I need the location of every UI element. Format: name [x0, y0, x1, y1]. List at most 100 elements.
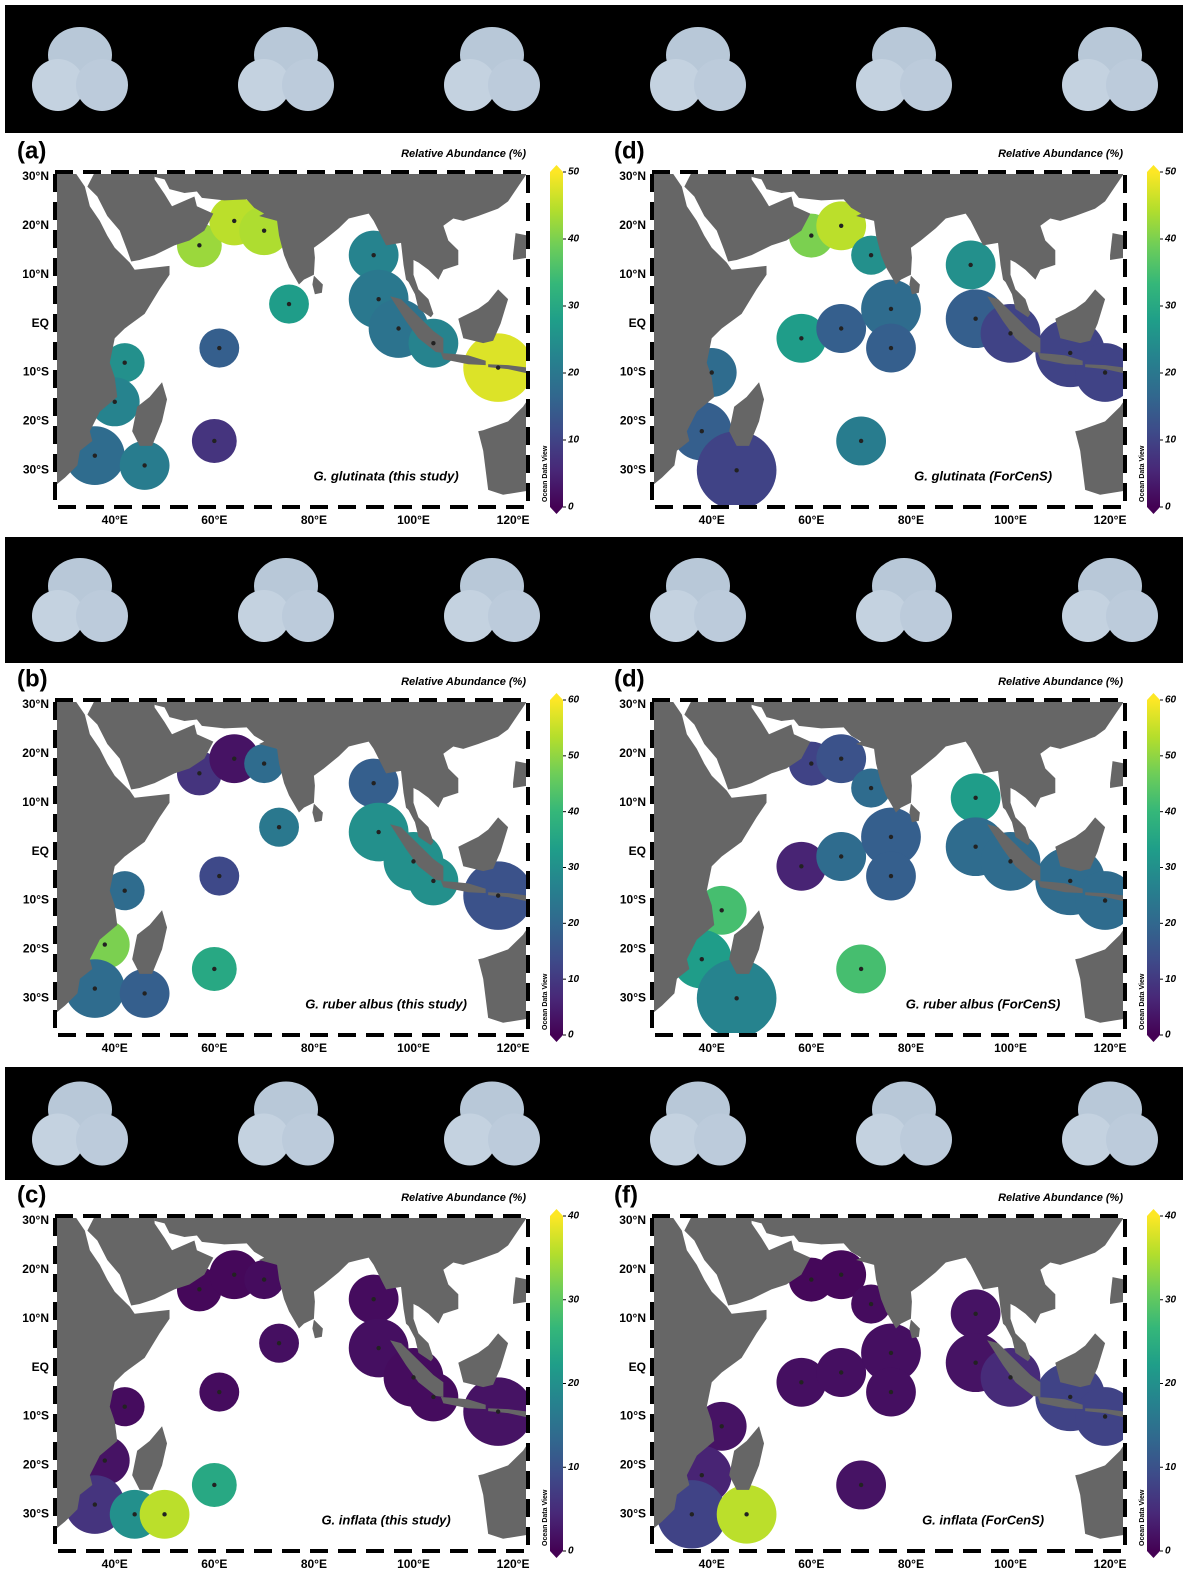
colorbar-tick-label: 20	[1164, 918, 1177, 929]
legend-title: Relative Abundance (%)	[998, 676, 1123, 688]
lon-label: 60°E	[201, 513, 227, 527]
species-label: G. inflata (ForCenS)	[922, 1512, 1044, 1527]
colorbar-tick-label: 0	[1165, 1030, 1171, 1041]
lat-label: 10°S	[23, 1409, 49, 1423]
station	[411, 1375, 415, 1379]
station	[93, 453, 97, 457]
station	[839, 1272, 843, 1276]
foram-shell	[282, 59, 334, 111]
colorbar-tick-label: 30	[568, 1294, 580, 1305]
colorbar-cap	[550, 507, 563, 514]
foram-shell	[488, 590, 540, 642]
lon-label: 40°E	[699, 1041, 725, 1055]
colorbar-tick-label: 30	[1165, 862, 1177, 873]
land	[1110, 233, 1125, 260]
station	[839, 854, 843, 858]
foram-shell	[694, 590, 746, 642]
colorbar	[550, 1216, 563, 1551]
lon-label: 80°E	[898, 1041, 924, 1055]
panel-label: (c)	[17, 1181, 46, 1208]
colorbar-cap	[1147, 165, 1160, 172]
lat-label: 10°N	[22, 267, 49, 281]
lon-label: 40°E	[699, 513, 725, 527]
lon-label: 40°E	[102, 1041, 128, 1055]
station	[197, 243, 201, 247]
station	[799, 864, 803, 868]
station	[1008, 859, 1012, 863]
photo-strip	[5, 5, 1183, 133]
lat-label: 10°N	[22, 1311, 49, 1325]
lon-label: 40°E	[699, 1557, 725, 1570]
station	[700, 957, 704, 961]
foram-shell	[282, 1114, 334, 1166]
lon-label: 120°E	[497, 1557, 530, 1570]
colorbar	[1147, 700, 1160, 1035]
legend-title: Relative Abundance (%)	[998, 1192, 1123, 1204]
station	[839, 756, 843, 760]
foram-shell	[1106, 59, 1158, 111]
station	[217, 346, 221, 350]
lat-label: 30°S	[620, 990, 646, 1004]
lat-label: 20°N	[619, 1262, 646, 1276]
station	[869, 786, 873, 790]
station	[142, 463, 146, 467]
station	[734, 468, 738, 472]
station	[744, 1512, 748, 1516]
station	[973, 1312, 977, 1316]
station	[973, 317, 977, 321]
station	[277, 1341, 281, 1345]
station	[93, 986, 97, 990]
station	[113, 400, 117, 404]
station	[1103, 1414, 1107, 1418]
credit: Ocean Data View	[1139, 445, 1146, 502]
station	[809, 1277, 813, 1281]
station	[1103, 898, 1107, 902]
station	[869, 253, 873, 257]
station	[859, 967, 863, 971]
station	[690, 1512, 694, 1516]
lat-label: 20°N	[619, 746, 646, 760]
colorbar-tick-label: 40	[1164, 1211, 1177, 1222]
colorbar	[550, 172, 563, 507]
station	[889, 1390, 893, 1394]
station	[799, 336, 803, 340]
lat-label: 20°N	[22, 1262, 49, 1276]
legend-title: Relative Abundance (%)	[401, 148, 526, 160]
lat-label: 20°N	[22, 746, 49, 760]
colorbar-tick-label: 10	[1165, 1462, 1177, 1473]
colorbar-cap	[1147, 1551, 1160, 1558]
station	[889, 346, 893, 350]
colorbar-tick-label: 0	[1165, 1546, 1171, 1557]
station	[212, 1483, 216, 1487]
foram-shell	[900, 1114, 952, 1166]
station	[973, 1361, 977, 1365]
station	[376, 1346, 380, 1350]
colorbar-tick-label: 60	[568, 695, 580, 706]
legend-title: Relative Abundance (%)	[998, 148, 1123, 160]
lat-label: 30°S	[23, 462, 49, 476]
foram-shell	[488, 1114, 540, 1166]
lon-label: 80°E	[301, 513, 327, 527]
foram-shell	[900, 59, 952, 111]
colorbar-tick-label: 40	[1164, 806, 1177, 817]
station	[973, 796, 977, 800]
colorbar-tick-label: 40	[567, 1211, 580, 1222]
lat-label: 10°N	[619, 795, 646, 809]
colorbar-tick-label: 60	[1165, 695, 1177, 706]
panel-label: (a)	[17, 137, 46, 164]
station	[839, 224, 843, 228]
species-label: G. ruber albus (ForCenS)	[906, 996, 1061, 1011]
map	[612, 1211, 1135, 1551]
station	[889, 1351, 893, 1355]
lon-label: 60°E	[798, 1041, 824, 1055]
lat-label: EQ	[32, 844, 49, 858]
credit: Ocean Data View	[1139, 1489, 1146, 1546]
lat-label: 30°N	[22, 169, 49, 183]
lat-label: 30°N	[619, 1213, 646, 1227]
station	[431, 341, 435, 345]
lon-label: 120°E	[1094, 513, 1127, 527]
legend-title: Relative Abundance (%)	[401, 1192, 526, 1204]
colorbar-tick-label: 20	[567, 918, 580, 929]
colorbar-tick-label: 40	[1164, 234, 1177, 245]
foram-shell	[76, 1114, 128, 1166]
